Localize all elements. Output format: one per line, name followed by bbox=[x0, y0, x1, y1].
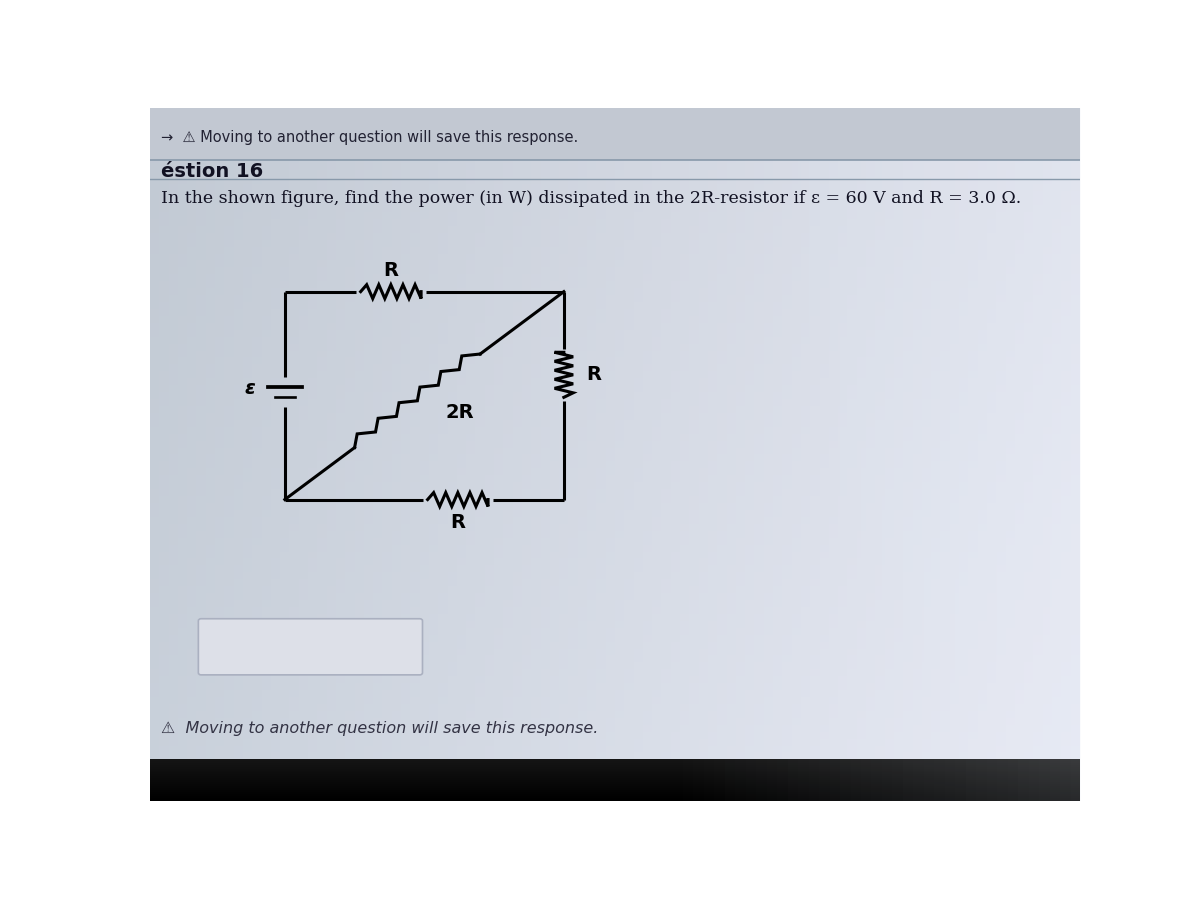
Bar bbox=[150, 108, 1080, 160]
Text: R: R bbox=[586, 365, 601, 384]
Text: ⚠  Moving to another question will save this response.: ⚠ Moving to another question will save t… bbox=[161, 721, 599, 735]
FancyBboxPatch shape bbox=[198, 618, 422, 675]
Text: →  ⚠ Moving to another question will save this response.: → ⚠ Moving to another question will save… bbox=[161, 130, 578, 145]
Text: In the shown figure, find the power (in W) dissipated in the 2R-resistor if ε = : In the shown figure, find the power (in … bbox=[161, 190, 1021, 207]
Text: R: R bbox=[450, 513, 466, 532]
Text: R: R bbox=[383, 261, 398, 281]
Text: éstion 16: éstion 16 bbox=[161, 162, 264, 181]
Text: ε: ε bbox=[244, 379, 254, 398]
Text: 2R: 2R bbox=[445, 403, 474, 422]
